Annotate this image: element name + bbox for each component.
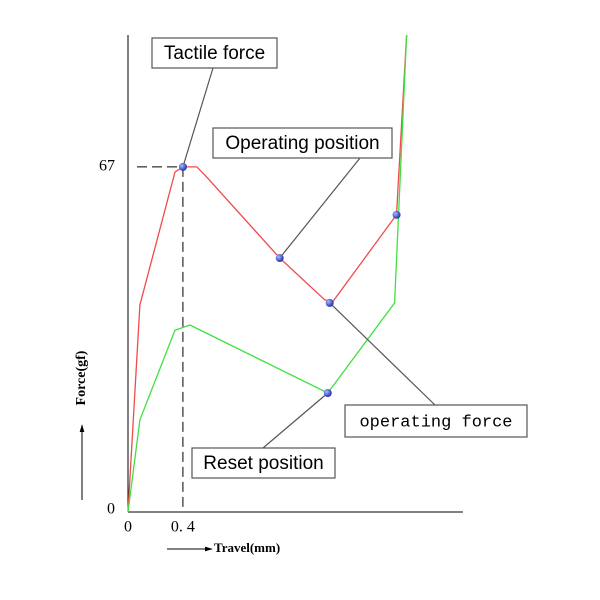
- marker-dot: [178, 162, 187, 171]
- y-label: Force(gf): [74, 350, 89, 405]
- x-tick-label: 0: [124, 519, 132, 536]
- series-line: [127, 34, 408, 513]
- callout-label: Tactile force: [164, 43, 265, 64]
- callout-box: [212, 127, 393, 159]
- marker-dot: [275, 254, 284, 263]
- callout-label: operating force: [359, 413, 512, 432]
- callout-line: [262, 392, 329, 449]
- series-line: [127, 34, 408, 513]
- marker-dot: [323, 389, 332, 398]
- marker-dot: [392, 210, 401, 219]
- y-tick-label: 0: [107, 501, 115, 518]
- callout-box: [191, 447, 336, 479]
- callout-box: [344, 404, 528, 438]
- marker-dot: [325, 298, 334, 307]
- y-tick-label: 67: [99, 158, 115, 175]
- callout-line: [329, 302, 436, 406]
- callout-line: [279, 157, 361, 259]
- x-tick-label: 0. 4: [171, 519, 195, 536]
- x-label: Travel(mm): [214, 540, 280, 555]
- callout-line: [182, 67, 214, 168]
- callout-label: Operating position: [225, 133, 379, 154]
- callout-label: Reset position: [203, 453, 323, 474]
- callout-box: [151, 37, 278, 69]
